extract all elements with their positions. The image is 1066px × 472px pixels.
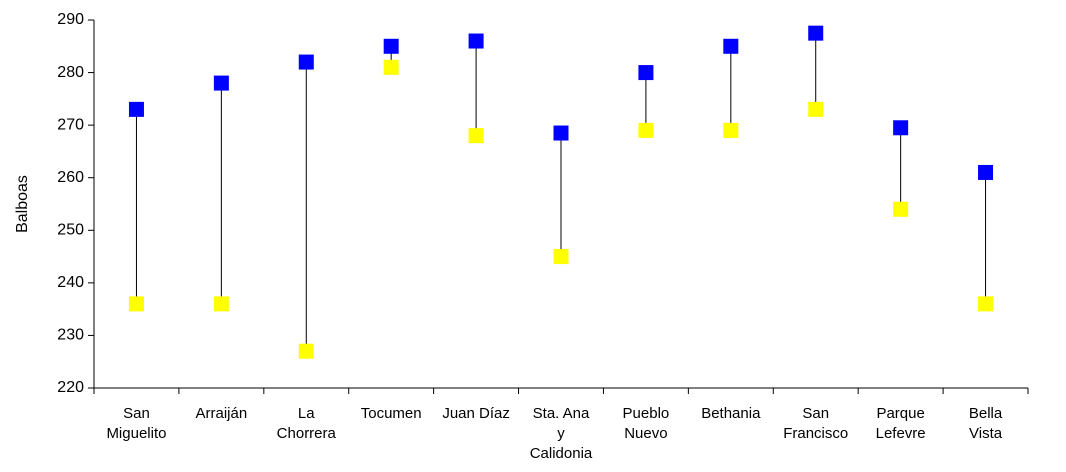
x-tick-label-line: Calidonia — [530, 445, 593, 462]
x-tick-label-line: Bethania — [701, 405, 761, 422]
series-2-marker — [468, 128, 484, 144]
x-tick-label-line: Parque — [876, 405, 924, 422]
x-tick-label: Juan Díaz — [442, 405, 510, 422]
series-2-marker — [808, 101, 824, 117]
series-2-marker — [723, 122, 739, 138]
series-1-marker — [298, 54, 314, 70]
x-tick-label-line: Juan Díaz — [442, 405, 510, 422]
x-tick-label: Bella Vista — [969, 405, 1003, 442]
x-tick-label: San Miguelito — [106, 405, 166, 442]
x-tick-label: Sta. Ana y Calidonia — [530, 405, 593, 462]
x-tick-label-line: San — [802, 405, 829, 422]
x-tick-label-line: La — [298, 405, 315, 422]
series-1-marker — [808, 25, 824, 41]
x-tick-label: La Chorrera — [277, 405, 337, 442]
x-tick-label-line: Francisco — [783, 425, 848, 442]
y-tick-label: 280 — [57, 64, 84, 81]
x-tick-label-line: Lefevre — [876, 425, 926, 442]
x-tick-label-line: Pueblo — [623, 405, 670, 422]
x-tick-label-line: Tocumen — [361, 405, 422, 422]
x-tick-label-line: y — [557, 425, 565, 442]
series-2-marker — [978, 296, 994, 312]
x-tick-label: Pueblo Nuevo — [623, 405, 670, 442]
x-tick-label-line: Arraiján — [196, 405, 248, 422]
y-tick-label: 230 — [57, 327, 84, 344]
x-tick-label: Parque Lefevre — [876, 405, 926, 442]
series-2-marker — [893, 201, 909, 217]
y-tick-label: 270 — [57, 116, 84, 133]
series-1-marker — [723, 38, 739, 54]
y-tick-label: 290 — [57, 11, 84, 28]
y-tick-label: 250 — [57, 222, 84, 239]
series-1-marker — [468, 33, 484, 49]
series-1-marker — [128, 101, 144, 117]
y-tick-label: 220 — [57, 379, 84, 396]
x-tick-label-line: Nuevo — [624, 425, 667, 442]
y-tick-label: 240 — [57, 274, 84, 291]
x-tick-label: Tocumen — [361, 405, 422, 422]
x-tick-label-line: Bella — [969, 405, 1003, 422]
x-tick-label: Bethania — [701, 405, 761, 422]
series-1-marker — [213, 75, 229, 91]
y-axis-ticks: 220 230 240 250 260 270 280 290 — [57, 11, 94, 396]
series-1-marker — [893, 120, 909, 136]
series-1-marker — [553, 125, 569, 141]
y-axis-title: Balboas — [14, 175, 31, 233]
x-tick-label-line: Miguelito — [106, 425, 166, 442]
x-tick-label: Arraiján — [196, 405, 248, 422]
series-1-marker — [638, 65, 654, 81]
x-tick-label-line: Chorrera — [277, 425, 337, 442]
series-2-marker — [298, 343, 314, 359]
x-tick-label: San Francisco — [783, 405, 848, 442]
range-connectors — [135, 33, 987, 352]
series-1-marker — [978, 164, 994, 180]
x-tick-label-line: Vista — [969, 425, 1003, 442]
series-2-marker — [128, 296, 144, 312]
x-tick-label-line: Sta. Ana — [533, 405, 590, 422]
series-2-marker — [553, 249, 569, 265]
x-axis-ticks: San Miguelito Arraiján La Chorrera Tocumen Jua… — [93, 388, 1029, 462]
series-2-marker — [383, 59, 399, 75]
x-tick-label-line: San — [123, 405, 150, 422]
y-tick-label: 260 — [57, 169, 84, 186]
series-2-marker — [213, 296, 229, 312]
series-1-marker — [383, 38, 399, 54]
series-2-marker — [638, 122, 654, 138]
data-markers — [128, 25, 994, 359]
